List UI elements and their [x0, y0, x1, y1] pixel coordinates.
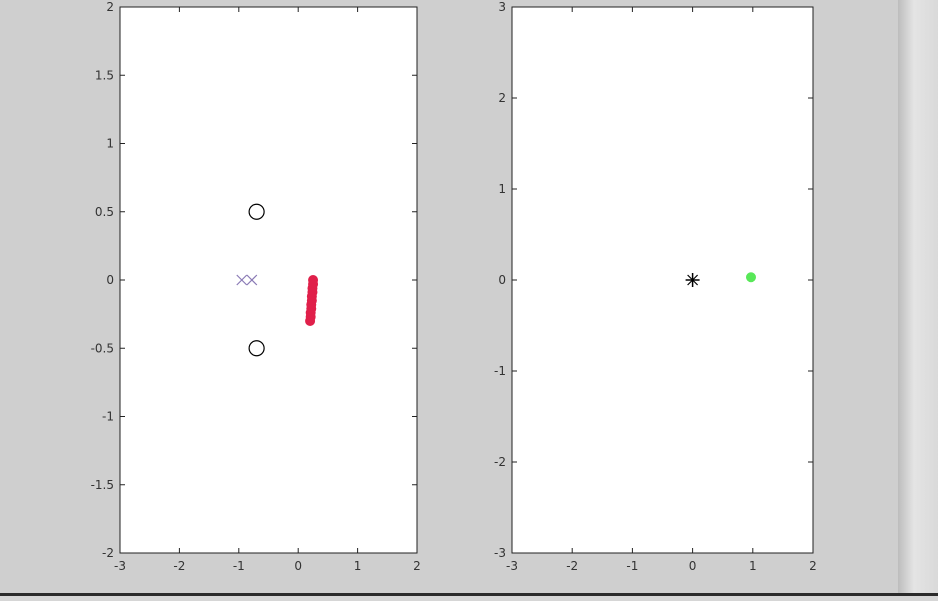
point-cross [246, 274, 258, 286]
y-tick-label: 1.5 [95, 68, 114, 82]
x-tick-label: 0 [294, 559, 302, 573]
x-tick-label: 2 [413, 559, 421, 573]
y-tick-label: -2 [494, 455, 506, 469]
point-circle [248, 340, 265, 357]
window-edge [898, 0, 938, 596]
x-tick-label: -2 [173, 559, 185, 573]
plot-area [511, 6, 814, 554]
y-tick-label: 3 [498, 0, 506, 14]
series-1 [248, 203, 265, 357]
x-tick-label: -1 [626, 559, 638, 573]
x-tick-label: 2 [809, 559, 817, 573]
x-tick-label: -2 [566, 559, 578, 573]
point-dot [745, 272, 756, 283]
y-tick-label: -2 [102, 546, 114, 560]
y-tick-label: 1 [498, 182, 506, 196]
bottom-edge [0, 593, 938, 596]
y-tick-label: 0.5 [95, 205, 114, 219]
series-2 [745, 272, 756, 283]
y-tick-label: -0.5 [91, 341, 114, 355]
cross-stroke [246, 274, 258, 286]
y-tick-label: 2 [106, 0, 114, 14]
axes-2: -3 -2 -1 0 1 2 -3 -2 -1 0 1 2 3 [494, 0, 817, 573]
x-tick-label: -3 [506, 559, 518, 573]
x-tick-label: -3 [114, 559, 126, 573]
y-tick-label: -3 [494, 546, 506, 560]
y-tick-label: 2 [498, 91, 506, 105]
point-star [685, 273, 700, 287]
y-tick-label: -1 [102, 410, 114, 424]
plot-area [119, 6, 418, 554]
series-2 [236, 274, 258, 286]
axes-1: -3 -2 -1 0 1 2-2-1.5-1-0.500.511.52 [91, 0, 421, 573]
x-tick-label: 1 [749, 559, 757, 573]
series-1 [685, 273, 700, 287]
y-tick-label: 0 [498, 273, 506, 287]
y-tick-label: 1 [106, 137, 114, 151]
cross-stroke [236, 274, 248, 286]
x-tick-label: 1 [354, 559, 362, 573]
star-stroke [687, 274, 699, 286]
y-tick-label: -1 [494, 364, 506, 378]
figure-window: -3 -2 -1 0 1 2 -2 -1.5 -1 -0.5 0 0.5 1 1.5 2 -3 -2 -1 0 1 2-… [90, 0, 817, 573]
point-circle [248, 203, 265, 220]
x-tick-label: 0 [689, 559, 697, 573]
y-tick-label: -1.5 [91, 478, 114, 492]
series-3 [305, 275, 319, 326]
point-dot [305, 315, 316, 326]
point-cross [236, 274, 248, 286]
x-tick-label: -1 [233, 559, 245, 573]
plot-canvas: -3 -2 -1 0 1 2-2-1.5-1-0.500.511.52-3 -2 -1 0 1 2-… [91, 0, 817, 573]
y-tick-label: 0 [106, 273, 114, 287]
